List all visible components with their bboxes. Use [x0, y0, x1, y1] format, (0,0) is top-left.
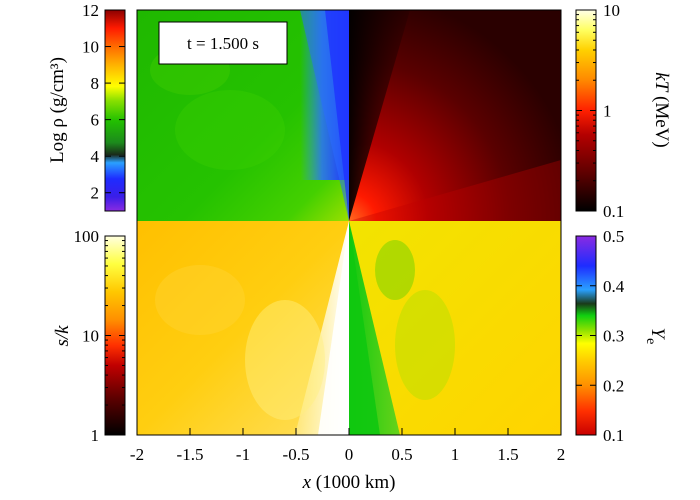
x-axis-label: x (1000 km) — [302, 472, 396, 493]
quadrant-temperature — [349, 10, 561, 221]
colorbar-tick-label: 0.5 — [603, 227, 624, 246]
colorbar-temperature: 0.1 1 10 — [575, 1, 624, 221]
colorbar-tick-label: 12 — [82, 1, 99, 20]
colorbar-tick-label: 0.4 — [603, 277, 625, 296]
quadrant-entropy — [137, 221, 349, 435]
heatmap-panel — [136, 9, 562, 436]
x-tick-label: 0.5 — [391, 445, 412, 464]
x-tick-label: 1 — [451, 445, 460, 464]
colorbar-tick-label: 1 — [603, 102, 612, 121]
colorbar-tick-label: 2 — [91, 184, 100, 203]
colorbar-tick-label: 100 — [74, 227, 100, 246]
x-tick-label: 2 — [557, 445, 566, 464]
x-tick-label: 1.5 — [497, 445, 518, 464]
colorbar-entropy: 1 10 100 — [74, 227, 126, 445]
time-label-box: t = 1.500 s — [158, 21, 288, 65]
colorbar-entropy-label: s/k — [52, 325, 73, 347]
colorbar-temperature-label: kT (MeV) — [651, 72, 672, 147]
colorbar-tick-label: 0.1 — [603, 426, 624, 445]
colorbar-electron-fraction-label: Ye — [643, 328, 668, 345]
colorbar-tick-label: 0.2 — [603, 376, 624, 395]
colorbar-tick-label: 1 — [91, 426, 100, 445]
x-tick-label: -2 — [130, 445, 144, 464]
x-tick-label: -1 — [236, 445, 250, 464]
colorbar-tick-label: 8 — [91, 74, 100, 93]
x-tick-label: -1.5 — [177, 445, 204, 464]
x-tick-label: 0 — [345, 445, 354, 464]
colorbar-tick-label: 6 — [91, 111, 100, 130]
colorbar-tick-label: 0.3 — [603, 327, 624, 346]
colorbar-tick-label: 10 — [82, 327, 99, 346]
colorbar-density-label: Log ρ (g/cm³) — [47, 57, 68, 163]
colorbar-density: 2 4 6 8 10 12 — [82, 1, 126, 212]
x-tick-label: -0.5 — [283, 445, 310, 464]
x-axis: -2 -1.5 -1 -0.5 0 0.5 1 1.5 2 — [130, 428, 565, 464]
colorbar-tick-label: 10 — [82, 38, 99, 57]
time-label: t = 1.500 s — [187, 34, 259, 53]
colorbar-tick-label: 0.1 — [603, 202, 624, 221]
quadrant-electron-fraction — [349, 221, 561, 435]
colorbar-electron-fraction: 0.1 0.2 0.3 0.4 0.5 — [575, 227, 625, 445]
colorbar-tick-label: 10 — [603, 1, 620, 20]
colorbar-tick-label: 4 — [91, 147, 100, 166]
